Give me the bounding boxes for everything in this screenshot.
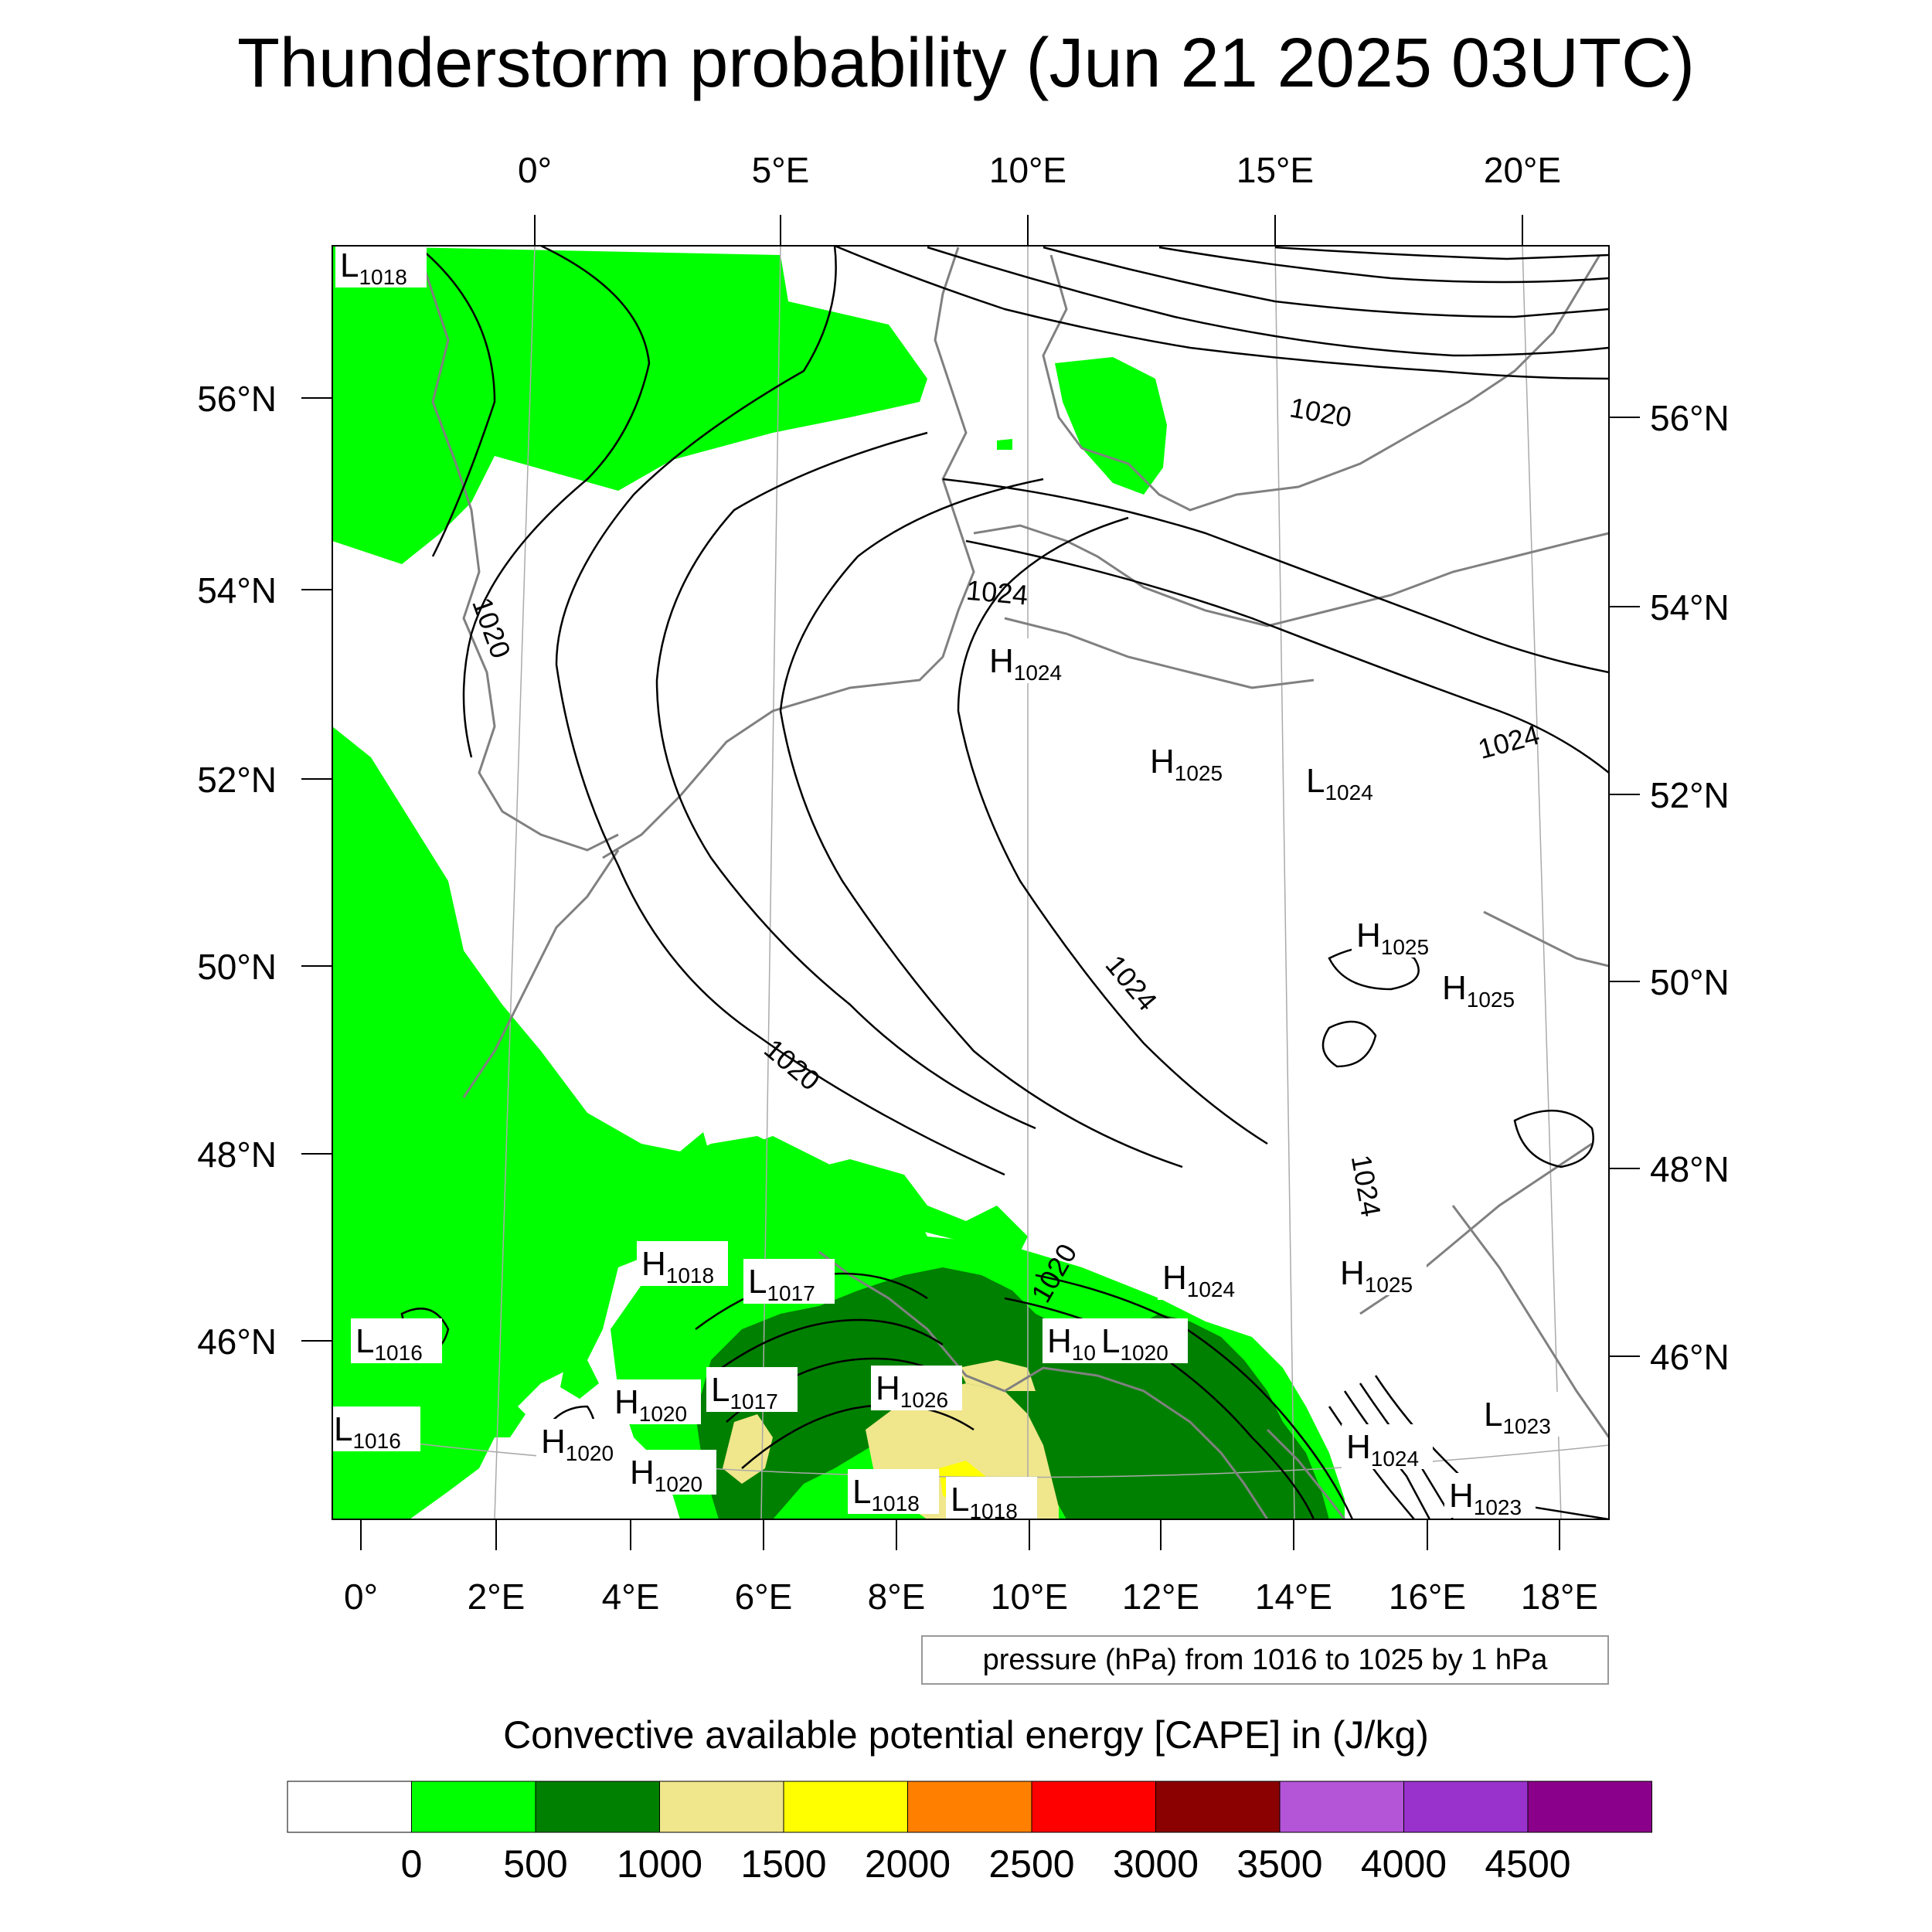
contour-info-text: pressure (hPa) from 1016 to 1025 by 1 hP… [983, 1644, 1549, 1676]
lat-label: 54°N [197, 570, 277, 611]
colorbar-tick-label: 3000 [1113, 1842, 1199, 1886]
high-pressure-center: H1020 [625, 1450, 716, 1496]
tick-marks [301, 215, 1640, 1550]
map-panel: 1020 1020 1024 1024 1020 1024 1024 1020 … [332, 246, 1609, 1519]
low-pressure-center: L1023 [1479, 1392, 1570, 1438]
low-pressure-center: L1018 [848, 1469, 939, 1515]
high-pressure-center: H1020 [610, 1379, 701, 1426]
colorbar-tick-label: 2000 [865, 1842, 951, 1886]
lon-label: 4°E [602, 1577, 660, 1617]
colorbar-swatch [411, 1781, 536, 1833]
high-pressure-center: H1025 [1335, 1250, 1427, 1297]
lat-label: 48°N [197, 1134, 277, 1175]
low-pressure-center: L1016 [351, 1318, 442, 1365]
high-pressure-center: H1026 [871, 1366, 962, 1412]
right-latitude-labels: 56°N 54°N 52°N 50°N 48°N 46°N [1650, 398, 1730, 1377]
colorbar-tick-label: 2500 [988, 1842, 1074, 1886]
lon-label: 20°E [1484, 150, 1561, 190]
lon-label: 8°E [868, 1577, 926, 1617]
colorbar-swatch [1031, 1781, 1156, 1833]
low-pressure-center: L1018 [335, 246, 427, 289]
low-pressure-center: L1018 [946, 1477, 1037, 1519]
lat-label: 52°N [197, 760, 277, 800]
colorbar-tick-label: 1000 [617, 1842, 702, 1886]
low-pressure-center: L1017 [706, 1367, 798, 1413]
svg-text:H1024: H1024 [1346, 1428, 1419, 1471]
lon-label: 14°E [1255, 1577, 1332, 1617]
lat-label: 52°N [1650, 775, 1730, 815]
colorbar-title: Convective available potential energy [C… [503, 1713, 1429, 1757]
high-pressure-center: H1023 [1444, 1473, 1536, 1519]
low-pressure-center: L1020 [1097, 1318, 1188, 1365]
low-pressure-center: L1024 [1301, 758, 1393, 804]
high-pressure-center: H1024 [1342, 1424, 1433, 1471]
colorbar-swatch [659, 1781, 784, 1833]
svg-text:L1024: L1024 [1306, 762, 1373, 804]
high-pressure-center: H1020 [536, 1419, 628, 1465]
high-pressure-center: H1024 [985, 638, 1076, 685]
lon-label: 5°E [752, 150, 810, 190]
high-pressure-center: H10 [1043, 1318, 1103, 1365]
lat-label: 46°N [197, 1321, 277, 1362]
lon-label: 16°E [1389, 1577, 1466, 1617]
colorbar-swatch [783, 1781, 908, 1833]
low-pressure-center: L1017 [743, 1259, 835, 1305]
lat-label: 54°N [1650, 587, 1730, 628]
contour-info-box [921, 1635, 1609, 1685]
low-pressure-center: L1016 [332, 1406, 420, 1453]
lon-label: 10°E [989, 150, 1066, 190]
top-longitude-labels: 0° 5°E 10°E 15°E 20°E [518, 150, 1561, 190]
colorbar-swatch [1527, 1781, 1652, 1833]
high-pressure-center: H1025 [1145, 739, 1236, 785]
left-latitude-labels: 56°N 54°N 52°N 50°N 48°N 46°N [197, 379, 277, 1362]
colorbar-swatch [1403, 1781, 1529, 1833]
map-frame [332, 245, 1610, 1520]
lat-label: 50°N [197, 947, 277, 987]
lon-label: 0° [518, 150, 552, 190]
colorbar-swatch [1279, 1781, 1404, 1833]
lat-label: 48°N [1650, 1149, 1730, 1189]
colorbar-swatch [287, 1781, 412, 1833]
colorbar-tick-label: 1500 [740, 1842, 826, 1886]
lat-label: 50°N [1650, 962, 1730, 1002]
lon-label: 10°E [991, 1577, 1068, 1617]
high-pressure-center: H1018 [637, 1241, 728, 1287]
figure-title: Thunderstorm probability (Jun 21 2025 03… [237, 25, 1695, 102]
lat-label: 46°N [1650, 1337, 1730, 1377]
colorbar-swatch [535, 1781, 660, 1833]
colorbar-tick-label: 0 [401, 1842, 423, 1886]
coastlines-borders [416, 247, 1609, 1519]
high-pressure-center: H1025 [1352, 913, 1443, 959]
lat-label: 56°N [197, 379, 277, 419]
colorbar-swatch [1155, 1781, 1281, 1833]
colorbar-tick-label: 4000 [1361, 1842, 1447, 1886]
high-pressure-center: H1024 [1158, 1255, 1249, 1301]
pressure-centers: L1018 H1024 H1025 L1024 H1025 H1025 H1025 H1018… [332, 246, 1570, 1519]
lon-label: 2°E [468, 1577, 526, 1617]
lon-label: 12°E [1122, 1577, 1199, 1617]
lat-label: 56°N [1650, 398, 1730, 438]
bottom-longitude-labels: 0° 2°E 4°E 6°E 8°E 10°E 12°E 14°E 16°E 1… [344, 1577, 1598, 1617]
colorbar: 0 500 1000 1500 2000 2500 3000 3500 4000 4500 [287, 1781, 1652, 1886]
colorbar-tick-label: 500 [503, 1842, 567, 1886]
lon-label: 15°E [1236, 150, 1314, 190]
contour-label: 1024 [965, 574, 1029, 611]
lon-label: 0° [344, 1577, 378, 1617]
colorbar-tick-label: 4500 [1485, 1842, 1570, 1886]
high-pressure-center: H1025 [1437, 965, 1529, 1012]
lon-label: 18°E [1521, 1577, 1598, 1617]
colorbar-swatch [907, 1781, 1032, 1833]
colorbar-tick-label: 3500 [1236, 1842, 1322, 1886]
lon-label: 6°E [735, 1577, 793, 1617]
